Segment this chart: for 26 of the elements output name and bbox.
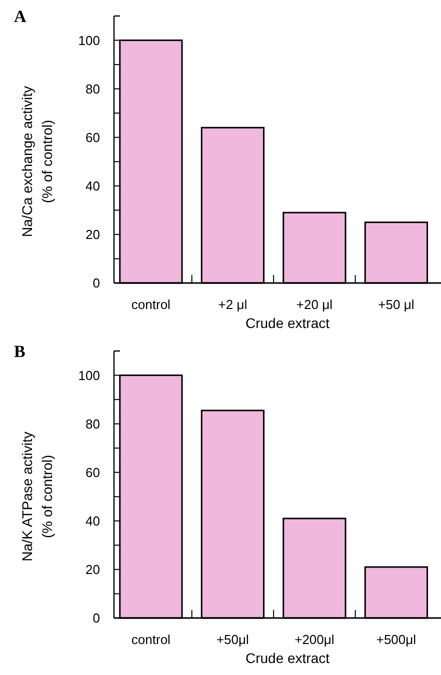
y-tick-label: 0 [92, 610, 100, 626]
y-axis-title: Na/Ca exchange activity (% of control) [19, 86, 55, 237]
x-tick-label: +2 μl [218, 297, 248, 312]
y-axis-title: Na/K ATPase activity (% of control) [19, 432, 55, 562]
x-axis-title: Crude extract [245, 650, 330, 666]
chart-title: A [14, 7, 27, 26]
x-tick-label: +200μl [294, 632, 334, 647]
x-tick-label: control [131, 297, 171, 312]
y-tick-label: 100 [78, 32, 100, 48]
y-tick-label: 0 [92, 276, 100, 291]
y-tick-label: 80 [86, 416, 100, 432]
x-tick-label: +500μl [376, 632, 416, 647]
x-tick-label: +50 μl [378, 297, 414, 312]
y-tick-label: 60 [86, 130, 100, 145]
x-tick-label: control [131, 632, 171, 647]
y-tick-label: 20 [86, 227, 100, 242]
y-tick-label: 80 [86, 81, 100, 96]
chart-title: B [14, 342, 26, 361]
x-tick-label: +20 μl [296, 297, 333, 312]
y-tick-label: 100 [78, 368, 100, 383]
x-tick-label: +50μl [216, 632, 250, 647]
y-tick-label: 40 [86, 178, 100, 194]
y-tick-label: 40 [86, 513, 100, 528]
y-tick-label: 60 [86, 464, 100, 480]
x-axis-title: Crude extract [245, 315, 330, 331]
y-tick-label: 20 [86, 562, 100, 578]
